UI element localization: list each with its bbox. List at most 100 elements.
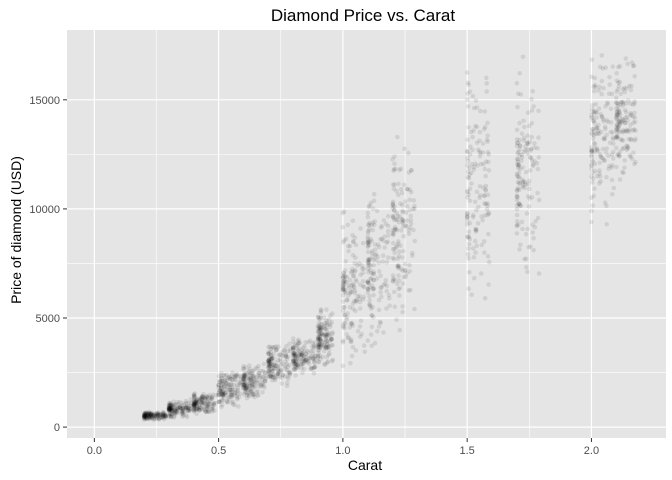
data-point xyxy=(617,119,622,124)
data-point xyxy=(315,337,321,342)
data-point xyxy=(517,181,522,186)
data-point xyxy=(486,152,492,157)
data-point xyxy=(249,378,255,383)
data-point xyxy=(194,407,199,412)
data-point xyxy=(351,283,356,288)
data-point xyxy=(161,411,166,416)
data-point xyxy=(249,388,254,394)
data-point xyxy=(396,219,402,225)
data-point xyxy=(206,409,212,415)
data-point xyxy=(595,131,601,136)
data-point xyxy=(236,404,241,409)
data-point xyxy=(292,350,297,355)
data-point xyxy=(163,413,168,418)
data-point xyxy=(169,413,174,418)
data-point xyxy=(272,363,278,369)
data-point xyxy=(292,359,298,364)
data-point xyxy=(589,195,594,201)
data-point xyxy=(222,378,228,383)
data-point xyxy=(532,141,537,146)
data-point xyxy=(525,147,531,152)
data-point xyxy=(167,404,173,410)
data-point xyxy=(616,109,621,114)
data-point xyxy=(199,397,205,402)
data-point xyxy=(367,284,373,290)
data-point xyxy=(241,376,246,381)
data-point xyxy=(166,406,172,411)
data-point xyxy=(297,340,302,346)
data-point xyxy=(591,140,597,146)
data-point xyxy=(266,351,272,356)
data-point xyxy=(625,118,630,123)
data-point xyxy=(144,413,149,419)
data-point xyxy=(242,374,247,379)
data-point xyxy=(352,261,358,266)
data-point xyxy=(268,347,274,352)
data-point xyxy=(166,406,172,412)
data-point xyxy=(485,201,490,206)
data-point xyxy=(590,159,595,165)
data-point xyxy=(304,357,309,363)
data-point xyxy=(177,405,183,411)
data-point xyxy=(614,117,619,122)
data-point xyxy=(524,140,530,146)
data-point xyxy=(266,351,271,357)
data-point xyxy=(266,364,272,370)
data-point xyxy=(589,166,594,171)
data-point xyxy=(195,406,200,411)
data-point xyxy=(464,70,470,75)
data-point xyxy=(261,383,267,388)
data-point xyxy=(622,129,627,134)
data-point xyxy=(166,403,172,409)
data-point xyxy=(293,354,299,359)
data-point xyxy=(278,368,284,373)
data-point xyxy=(485,149,491,155)
data-point xyxy=(293,354,298,359)
data-point xyxy=(356,261,362,266)
data-point xyxy=(371,257,377,263)
data-point xyxy=(156,412,161,418)
data-point xyxy=(248,377,254,383)
data-point xyxy=(243,373,249,378)
data-point xyxy=(256,363,261,369)
data-point xyxy=(194,406,200,412)
data-point xyxy=(195,396,201,402)
data-point xyxy=(371,315,376,320)
data-point xyxy=(300,370,305,376)
data-point xyxy=(242,382,247,388)
data-point xyxy=(166,407,172,413)
data-point xyxy=(624,147,630,153)
data-point xyxy=(317,341,322,347)
data-point xyxy=(366,240,371,246)
data-point xyxy=(320,332,325,338)
data-point xyxy=(323,337,329,342)
data-point xyxy=(486,231,491,237)
data-point xyxy=(400,219,406,224)
data-point xyxy=(527,196,532,201)
data-point xyxy=(256,392,261,398)
data-point xyxy=(201,401,206,406)
data-point xyxy=(216,393,221,398)
data-point xyxy=(172,407,177,413)
data-point xyxy=(315,334,321,340)
data-point xyxy=(179,406,184,411)
data-point xyxy=(470,212,476,218)
data-point xyxy=(167,403,172,408)
data-point xyxy=(303,351,309,357)
data-point xyxy=(594,125,600,131)
data-point xyxy=(367,262,372,268)
data-point xyxy=(600,146,606,152)
data-point xyxy=(324,307,329,312)
data-point xyxy=(480,218,485,223)
data-point xyxy=(604,118,610,123)
data-point xyxy=(172,408,178,414)
data-point xyxy=(206,404,211,410)
data-point xyxy=(397,293,402,298)
data-point xyxy=(330,330,335,335)
data-point xyxy=(143,412,148,418)
data-point xyxy=(276,357,281,363)
data-point xyxy=(241,377,246,382)
data-point xyxy=(590,127,595,132)
data-point xyxy=(218,389,224,395)
data-point xyxy=(180,405,186,411)
